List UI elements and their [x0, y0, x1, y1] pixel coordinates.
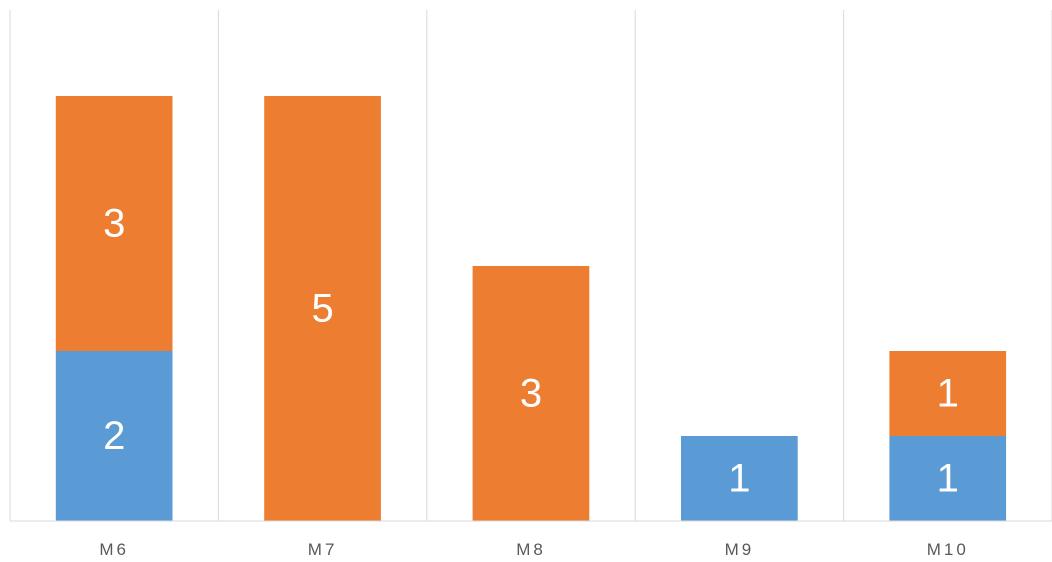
- data-label-m10-series-2: 1: [937, 372, 959, 416]
- bar-m10-series-1: [889, 436, 1007, 521]
- data-labels: 2 3 5 3 1 1 1: [103, 202, 959, 501]
- data-label-m6-series-2: 3: [103, 202, 125, 246]
- bar-m8-series-2: [472, 266, 590, 521]
- bar-m10-series-2: [889, 351, 1007, 436]
- x-tick-label-m7: M7: [308, 540, 338, 559]
- data-label-m6-series-1: 2: [103, 414, 125, 458]
- bar-m6-series-2: [55, 96, 173, 351]
- data-label-m9-series-1: 1: [728, 457, 750, 501]
- data-label-m8-series-2: 3: [520, 372, 542, 416]
- bar-m7-series-2: [264, 96, 381, 521]
- bar-m9-series-1: [681, 436, 798, 521]
- x-tick-label-m10: M10: [927, 540, 969, 559]
- x-tick-labels: M6 M7 M8 M9 M10: [99, 540, 969, 559]
- data-label-m10-series-1: 1: [937, 457, 959, 501]
- bar-m6-series-1: [55, 351, 173, 521]
- bars: [55, 96, 1007, 521]
- x-tick-label-m8: M8: [516, 540, 546, 559]
- x-tick-label-m6: M6: [99, 540, 129, 559]
- category-separators: [9, 10, 1052, 521]
- data-label-m7-series-2: 5: [311, 287, 333, 331]
- x-tick-label-m9: M9: [725, 540, 755, 559]
